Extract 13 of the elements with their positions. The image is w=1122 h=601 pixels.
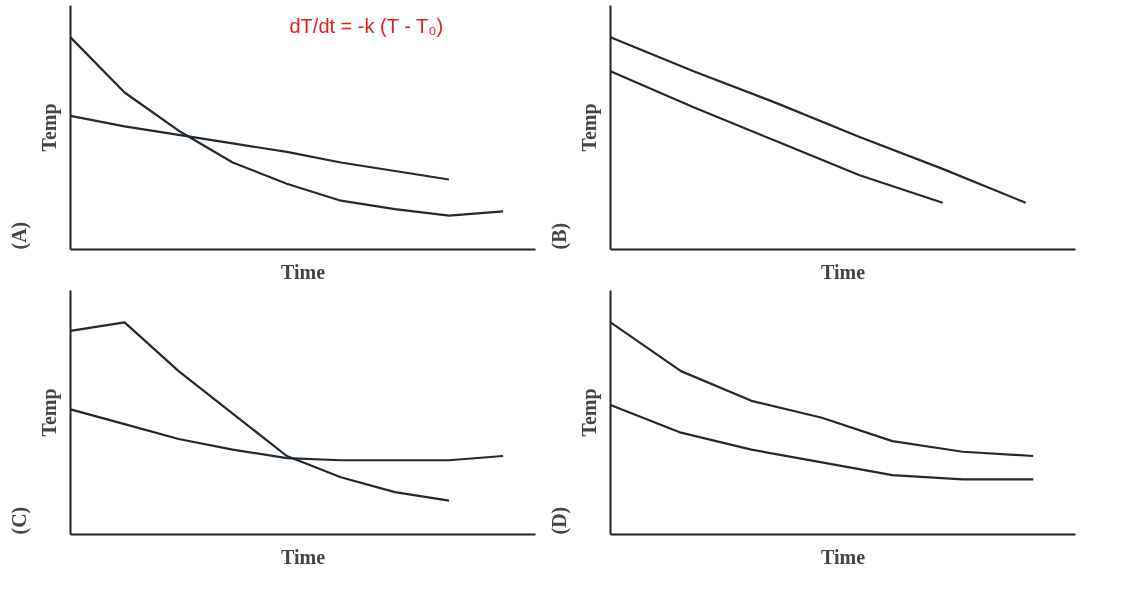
text: (A) — [7, 221, 31, 250]
x-axis-title: Time — [280, 545, 326, 568]
text: (B) — [547, 222, 571, 250]
x-axis-title: Time — [820, 260, 866, 283]
x-axis-title: Time — [820, 545, 866, 568]
text: (C) — [7, 506, 31, 535]
annotation: dT/dt = -k (T - T₀) — [289, 15, 444, 38]
y-axis-title: Temp — [577, 388, 601, 437]
y-axis-title: Temp — [37, 388, 61, 437]
x-axis-title: Time — [280, 260, 326, 283]
y-axis-title: Temp — [577, 103, 601, 152]
text: (D) — [547, 506, 571, 535]
y-axis-title: Temp — [37, 103, 61, 152]
